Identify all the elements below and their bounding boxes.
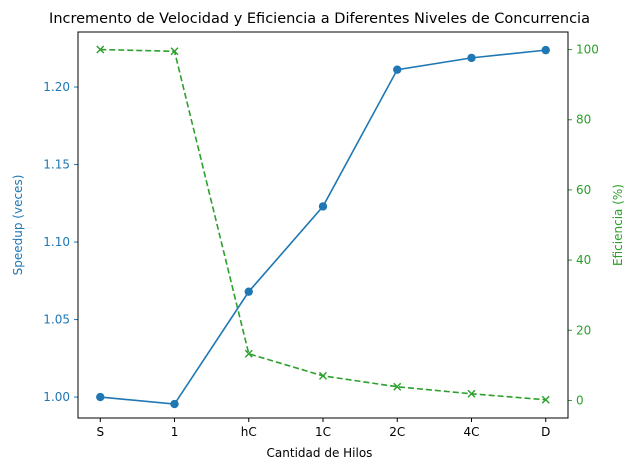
x-tick-label: 4C xyxy=(463,425,479,439)
data-point-left xyxy=(96,392,105,402)
data-point-right xyxy=(96,45,105,54)
plot-area: S 1 hC 1C 2C 4C D 1.00 1.05 1.10 1.15 1.20 0 20 40 60 80… xyxy=(43,43,599,439)
data-point-left xyxy=(541,45,550,55)
y-tick-label-right: 40 xyxy=(576,253,591,267)
data-point-left xyxy=(467,53,476,63)
y-tick-label-right: 80 xyxy=(576,113,591,127)
data-point-left xyxy=(318,202,328,211)
x-tick-label: 2C xyxy=(389,425,405,439)
data-point-right xyxy=(541,395,550,404)
x-tick-label: hC xyxy=(241,425,257,439)
x-tick-label: D xyxy=(541,425,550,439)
data-point-right xyxy=(467,389,476,398)
y-tick-label-left: 1.15 xyxy=(43,158,70,172)
y-tick-label-left: 1.10 xyxy=(43,235,70,249)
x-axis-label: Cantidad de Hilos xyxy=(267,446,373,460)
y-tick-label-right: 60 xyxy=(576,183,591,197)
y-tick-label-left: 1.05 xyxy=(43,313,70,327)
x-tick-label: S xyxy=(96,425,104,439)
data-point-right xyxy=(244,349,253,358)
x-tick-label: 1 xyxy=(171,425,179,439)
series-line-left xyxy=(100,49,546,405)
y-tick-label-left: 1.20 xyxy=(43,80,70,94)
y-tick-label-right: 0 xyxy=(576,393,584,407)
chart-title: Incremento de Velocidad y Eficiencia a D… xyxy=(49,11,590,27)
data-point-right xyxy=(170,47,179,56)
y-tick-label-right: 100 xyxy=(576,43,599,57)
plot-frame xyxy=(77,31,569,419)
data-point-left xyxy=(393,65,402,74)
series-line-right xyxy=(100,48,546,401)
y-axis-label-right: Eficiencia (%) xyxy=(611,184,625,266)
data-point-left xyxy=(170,399,179,409)
y-tick-label-right: 20 xyxy=(576,323,591,337)
y-axis-label-left: Speedup (veces) xyxy=(11,175,25,276)
data-point-right xyxy=(393,382,402,391)
y-tick-label-left: 1.00 xyxy=(43,390,70,404)
data-point-right xyxy=(319,371,327,380)
data-point-left xyxy=(244,287,253,296)
x-tick-label: 1C xyxy=(315,425,331,439)
